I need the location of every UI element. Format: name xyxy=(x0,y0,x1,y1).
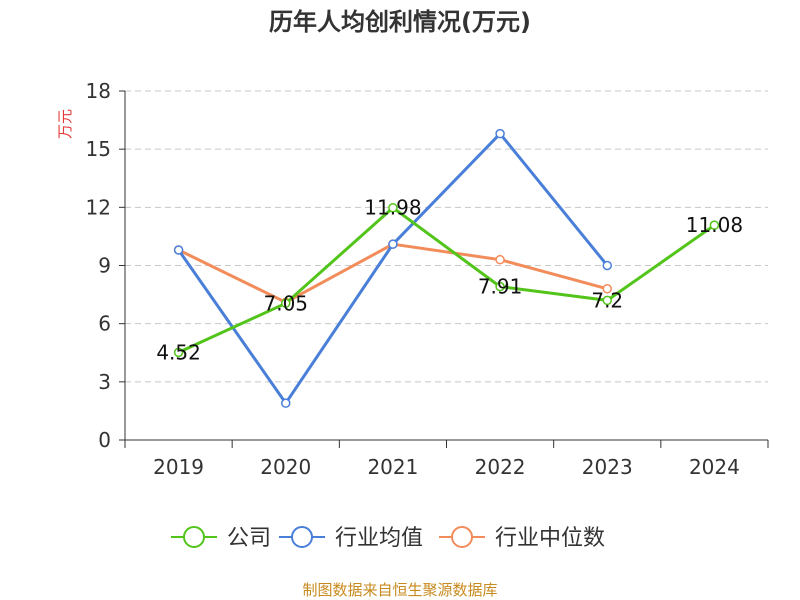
y-tick-label: 6 xyxy=(98,312,111,336)
legend-label: 公司 xyxy=(227,526,271,551)
y-tick-label: 12 xyxy=(86,195,111,219)
chart-title: 历年人均创利情况(万元) xyxy=(269,8,531,36)
y-tick-label: 18 xyxy=(86,79,111,103)
series-line xyxy=(177,132,609,405)
legend-item[interactable]: 行业均值 xyxy=(279,526,423,551)
legend[interactable]: 公司 行业均值 行业中位数 xyxy=(171,526,605,551)
data-point xyxy=(495,281,505,292)
legend-marker-icon xyxy=(451,526,473,548)
data-labels: 4.52 7.05 11.98 7.91 7.2 11.08 xyxy=(156,196,743,365)
x-tick-label: 2022 xyxy=(475,455,526,479)
data-point xyxy=(602,260,612,271)
data-point xyxy=(602,284,612,294)
y-tick-label: 0 xyxy=(98,428,111,452)
x-tick-label: 2024 xyxy=(689,455,740,479)
legend-label: 行业均值 xyxy=(335,526,423,551)
y-axis-label: 万元 xyxy=(56,109,74,139)
data-point xyxy=(388,239,398,249)
legend-marker-icon xyxy=(291,526,313,548)
data-label: 7.05 xyxy=(263,291,308,315)
x-tick-label: 2019 xyxy=(153,455,204,479)
legend-item[interactable]: 公司 xyxy=(171,526,271,551)
data-point xyxy=(602,295,612,306)
y-tick-label: 3 xyxy=(98,370,111,394)
y-tick-label: 15 xyxy=(86,137,111,161)
data-label: 7.91 xyxy=(478,275,523,299)
data-point xyxy=(388,202,398,213)
legend-marker-icon xyxy=(183,526,205,548)
data-point xyxy=(173,347,184,358)
axes: 0 3 6 9 12 15 18 2019 2020 2021 2022 2023 2024 xyxy=(86,79,769,479)
x-tick-label: 2023 xyxy=(582,455,633,479)
data-label: 11.08 xyxy=(686,213,743,237)
data-point xyxy=(495,254,505,265)
y-tick-label: 9 xyxy=(98,254,111,278)
data-point xyxy=(173,245,184,255)
data-point xyxy=(709,220,720,230)
data-point xyxy=(281,298,291,309)
grid-lines xyxy=(125,90,768,383)
x-tick-label: 2021 xyxy=(367,455,418,479)
legend-item[interactable]: 行业中位数 xyxy=(439,526,605,551)
data-point xyxy=(495,128,505,139)
data-label: 11.98 xyxy=(364,196,421,220)
data-label: 4.52 xyxy=(156,340,201,364)
series-lines xyxy=(173,128,720,408)
data-point xyxy=(281,398,291,408)
series-line xyxy=(177,206,716,354)
data-source-note: 制图数据来自恒生聚源数据库 xyxy=(302,581,497,599)
legend-label: 行业中位数 xyxy=(495,526,605,551)
x-tick-label: 2020 xyxy=(260,455,311,479)
data-label: 7.2 xyxy=(591,288,623,312)
